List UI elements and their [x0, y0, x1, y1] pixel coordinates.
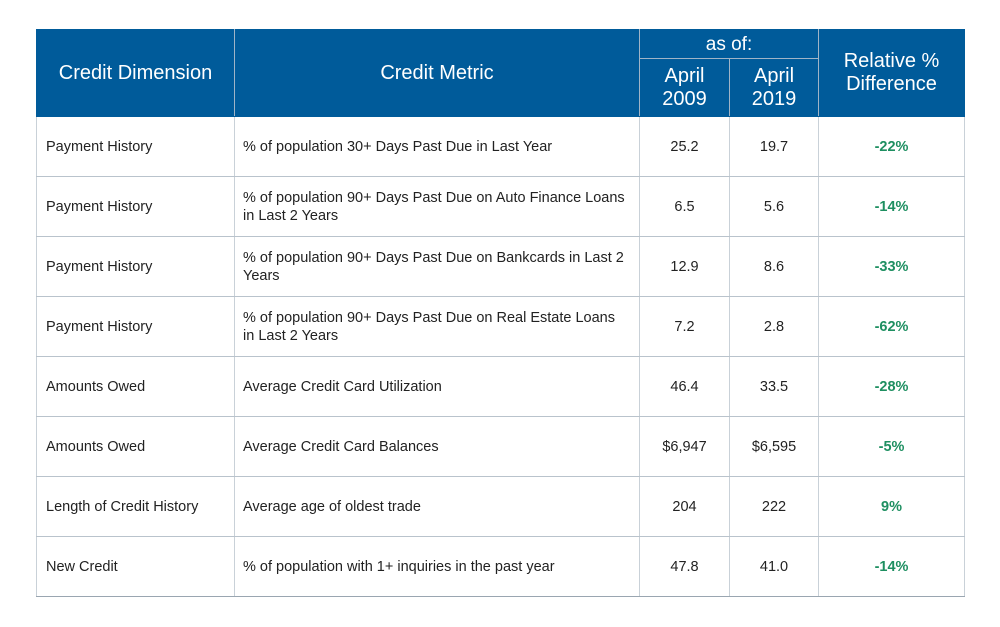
table-row: Payment History % of population 90+ Days… — [36, 236, 966, 297]
cell-credit-dimension: Payment History — [36, 176, 235, 237]
header-april-2019: April 2019 — [728, 58, 820, 117]
cell-credit-dimension: Length of Credit History — [36, 476, 235, 537]
table-row: Amounts Owed Average Credit Card Utiliza… — [36, 356, 966, 417]
cell-april-2019: 8.6 — [728, 236, 820, 297]
table-row: New Credit % of population with 1+ inqui… — [36, 536, 966, 597]
cell-credit-dimension: Amounts Owed — [36, 356, 235, 417]
cell-credit-dimension: Payment History — [36, 116, 235, 177]
header-as-of: as of: — [638, 29, 820, 59]
cell-credit-metric: Average age of oldest trade — [234, 476, 640, 537]
table-row: Amounts Owed Average Credit Card Balance… — [36, 416, 966, 477]
cell-relative-difference: -33% — [818, 236, 966, 297]
cell-credit-metric: % of population 90+ Days Past Due on Aut… — [234, 176, 640, 237]
cell-april-2009: 204 — [639, 476, 730, 537]
cell-april-2019: 33.5 — [728, 356, 820, 417]
header-credit-metric: Credit Metric — [234, 29, 640, 117]
cell-april-2019: 222 — [728, 476, 820, 537]
table-body: Payment History % of population 30+ Days… — [36, 116, 966, 597]
table-row: Length of Credit History Average age of … — [36, 476, 966, 537]
cell-april-2019: 2.8 — [728, 296, 820, 357]
header-credit-dimension: Credit Dimension — [36, 29, 235, 117]
cell-april-2009: $6,947 — [639, 416, 730, 477]
cell-april-2009: 7.2 — [639, 296, 730, 357]
header-2009-line2: 2009 — [662, 87, 707, 110]
cell-april-2009: 12.9 — [639, 236, 730, 297]
header-2009-line1: April — [664, 64, 705, 87]
header-2019-line1: April — [754, 64, 795, 87]
cell-relative-difference: -14% — [818, 536, 966, 597]
credit-metrics-table: Credit Dimension Credit Metric as of: Re… — [36, 29, 966, 597]
table-header: Credit Dimension Credit Metric as of: Re… — [36, 29, 966, 117]
cell-relative-difference: -62% — [818, 296, 966, 357]
cell-credit-dimension: New Credit — [36, 536, 235, 597]
cell-relative-difference: 9% — [818, 476, 966, 537]
cell-april-2019: 5.6 — [728, 176, 820, 237]
cell-relative-difference: -28% — [818, 356, 966, 417]
cell-credit-dimension: Amounts Owed — [36, 416, 235, 477]
cell-relative-difference: -5% — [818, 416, 966, 477]
table-row: Payment History % of population 90+ Days… — [36, 296, 966, 357]
cell-credit-dimension: Payment History — [36, 236, 235, 297]
cell-april-2009: 46.4 — [639, 356, 730, 417]
cell-april-2019: $6,595 — [728, 416, 820, 477]
cell-credit-dimension: Payment History — [36, 296, 235, 357]
cell-april-2009: 25.2 — [639, 116, 730, 177]
cell-credit-metric: Average Credit Card Utilization — [234, 356, 640, 417]
cell-credit-metric: Average Credit Card Balances — [234, 416, 640, 477]
cell-relative-difference: -22% — [818, 116, 966, 177]
cell-credit-metric: % of population 90+ Days Past Due on Rea… — [234, 296, 640, 357]
header-2019-line2: 2019 — [751, 87, 797, 110]
cell-april-2019: 41.0 — [728, 536, 820, 597]
cell-april-2009: 47.8 — [639, 536, 730, 597]
cell-credit-metric: % of population with 1+ inquiries in the… — [234, 536, 640, 597]
cell-april-2009: 6.5 — [639, 176, 730, 237]
cell-credit-metric: % of population 90+ Days Past Due on Ban… — [234, 236, 640, 297]
header-relative-difference: Relative % Difference — [818, 29, 966, 117]
cell-credit-metric: % of population 30+ Days Past Due in Las… — [234, 116, 640, 177]
header-april-2009: April 2009 — [639, 58, 730, 117]
table-row: Payment History % of population 90+ Days… — [36, 176, 966, 237]
header-relative-line2: Difference — [846, 73, 937, 95]
cell-relative-difference: -14% — [818, 176, 966, 237]
cell-april-2019: 19.7 — [728, 116, 820, 177]
header-relative-line1: Relative % — [843, 50, 940, 72]
table-row: Payment History % of population 30+ Days… — [36, 116, 966, 177]
